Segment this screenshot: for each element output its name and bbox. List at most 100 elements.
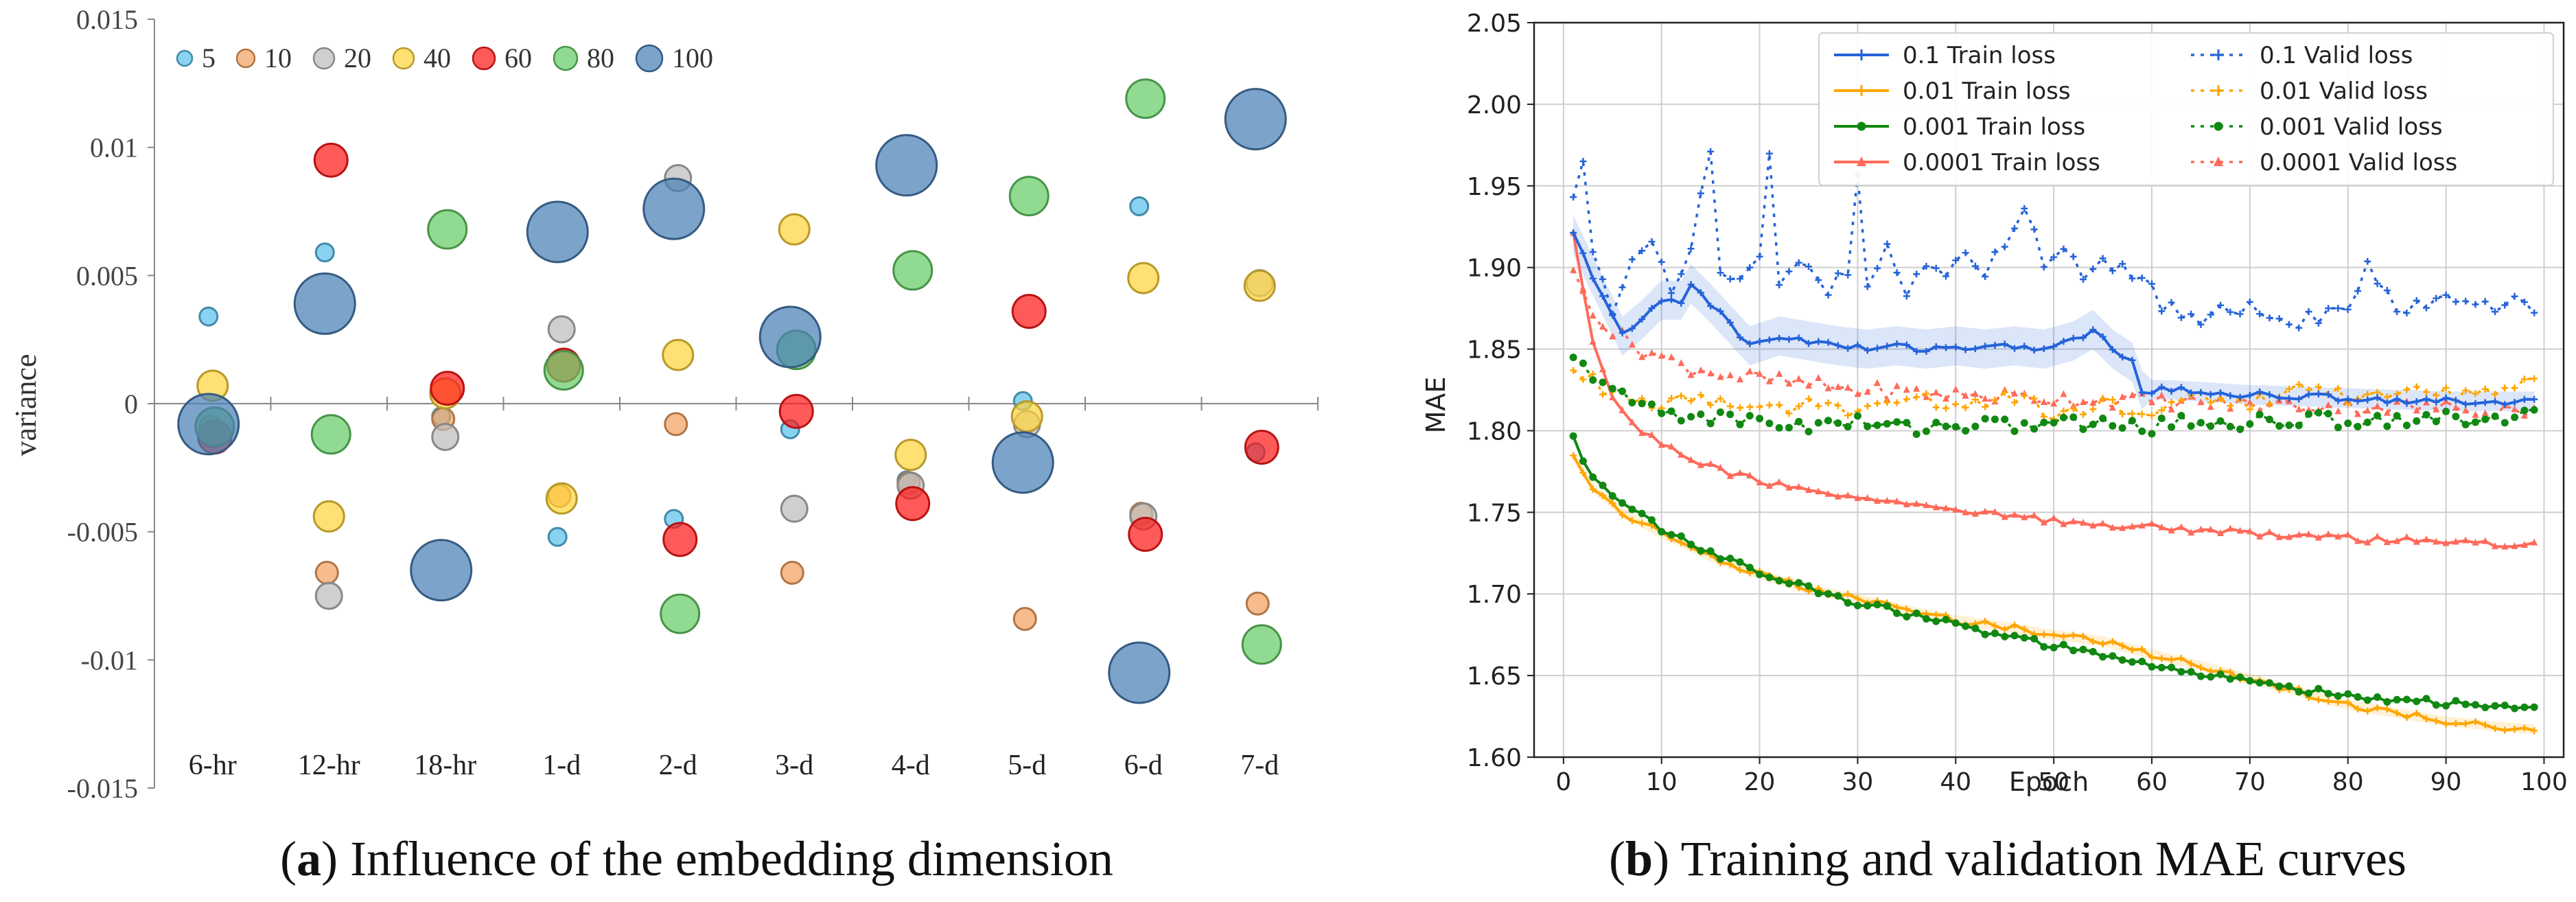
panel-b-marker xyxy=(1952,257,1960,264)
panel-b-marker xyxy=(2286,321,2293,328)
panel-a-bubble-series-40 xyxy=(1127,262,1160,294)
panel-a-legend-marker xyxy=(312,47,336,70)
panel-b-marker xyxy=(1677,417,1685,425)
panel-b-marker xyxy=(1638,316,1646,323)
panel-b-marker xyxy=(2325,530,2332,537)
panel-b-legend-label: 0.001 Valid loss xyxy=(2260,113,2443,141)
panel-b-marker xyxy=(2128,417,2136,425)
panel-b-marker xyxy=(1569,432,1577,440)
panel-b-marker xyxy=(2305,689,2313,697)
panel-b-marker xyxy=(2177,384,2185,391)
panel-b-marker xyxy=(2383,422,2391,430)
panel-b-marker xyxy=(2481,415,2490,424)
panel-b-marker xyxy=(1951,423,1960,431)
panel-b-marker xyxy=(2207,422,2215,430)
panel-b-marker xyxy=(1923,262,1930,270)
panel-b-marker xyxy=(1854,341,1861,349)
panel-b-marker xyxy=(2128,356,2136,364)
panel-b-marker xyxy=(2060,245,2067,253)
panel-b-marker xyxy=(1678,359,1685,367)
panel-b-marker xyxy=(2423,535,2430,543)
panel-b-x-tick-label: 0 xyxy=(1555,768,1571,796)
panel-b-legend-marker xyxy=(1857,122,1866,131)
panel-b-marker xyxy=(1579,359,1587,367)
panel-b-marker xyxy=(2255,679,2264,687)
panel-b-marker xyxy=(2040,418,2048,426)
panel-b-marker xyxy=(2188,389,2195,397)
panel-b-marker xyxy=(2128,646,2136,654)
panel-b-marker xyxy=(2207,391,2214,398)
panel-b-marker xyxy=(2344,305,2352,313)
panel-b-marker xyxy=(2295,688,2303,696)
panel-b-marker xyxy=(1658,528,1666,536)
panel-b-marker xyxy=(2334,407,2342,415)
panel-b-marker xyxy=(1903,341,1910,349)
panel-b-marker xyxy=(2099,640,2107,648)
panel-b-marker xyxy=(2374,402,2381,410)
panel-b-marker xyxy=(2020,634,2028,642)
panel-b-marker xyxy=(2217,301,2224,309)
panel-b-marker xyxy=(2177,412,2185,420)
panel-a-bubble-series-20 xyxy=(547,315,576,344)
panel-a-category-label: 2-d xyxy=(659,750,697,781)
panel-b-legend-marker xyxy=(2214,122,2223,131)
panel-b-marker xyxy=(1795,375,1802,382)
panel-b-marker xyxy=(1982,618,1989,625)
panel-b-marker xyxy=(1570,194,1577,201)
panel-b-marker xyxy=(1932,264,1940,272)
panel-b-marker xyxy=(1717,395,1724,402)
panel-b-marker xyxy=(2354,422,2362,430)
panel-b-marker xyxy=(2344,531,2352,538)
panel-b-marker xyxy=(2236,310,2244,318)
panel-b-marker xyxy=(2403,386,2411,393)
panel-b-x-tick-label: 10 xyxy=(1646,768,1678,796)
panel-b-marker xyxy=(1609,393,1616,401)
panel-a-ylabel: variance xyxy=(9,354,43,456)
panel-b-marker xyxy=(2236,393,2244,401)
panel-b-marker xyxy=(1737,404,1743,412)
panel-b-marker xyxy=(2099,415,2107,423)
panel-b-marker xyxy=(1864,347,1871,354)
panel-b-marker xyxy=(1805,582,1813,590)
panel-b-marker xyxy=(1599,275,1606,283)
panel-b-legend-marker xyxy=(2213,49,2224,60)
panel-b-marker xyxy=(1599,492,1606,499)
panel-b-marker xyxy=(1913,393,1921,401)
panel-b-marker xyxy=(1785,268,1793,275)
panel-b-marker xyxy=(2030,395,2038,402)
panel-b-marker xyxy=(2520,724,2528,732)
panel-b-marker xyxy=(1991,396,1999,404)
panel-a-legend-marker xyxy=(392,47,415,70)
panel-b-marker xyxy=(2138,658,2146,666)
panel-b-marker xyxy=(1775,577,1783,585)
panel-b-marker xyxy=(2158,308,2166,315)
panel-b-marker xyxy=(2314,533,2322,541)
panel-b-marker xyxy=(1971,396,1979,404)
panel-b-marker xyxy=(2452,720,2459,728)
panel-b-marker xyxy=(1756,403,1763,410)
panel-b-marker xyxy=(2285,682,2293,691)
panel-b-marker xyxy=(2246,527,2253,535)
panel-a-bubble-series-60 xyxy=(895,486,931,522)
panel-b-marker xyxy=(1756,570,1764,579)
panel-a-bubble-series-40 xyxy=(1010,400,1043,433)
panel-b-marker xyxy=(1982,507,1989,515)
panel-b-marker xyxy=(2011,345,2018,352)
panel-b-marker xyxy=(1687,413,1695,421)
panel-b-legend-label: 0.1 Train loss xyxy=(1903,42,2056,69)
panel-b-marker xyxy=(1883,343,1891,350)
panel-a-bubble-series-80 xyxy=(892,250,933,291)
panel-a-caption: Influence of the embedding dimension xyxy=(350,831,1113,886)
panel-b-marker xyxy=(1678,299,1685,307)
panel-b-marker xyxy=(2462,400,2470,408)
panel-b-marker xyxy=(2325,305,2332,312)
panel-b-marker xyxy=(2128,275,2136,282)
panel-b-marker xyxy=(2413,406,2420,414)
panel-b-marker xyxy=(2256,388,2264,395)
panel-a-bubble-series-5 xyxy=(314,242,335,263)
panel-a-bubble-series-80 xyxy=(1241,624,1282,665)
panel-b-marker xyxy=(1864,601,1872,610)
panel-b-marker xyxy=(2040,643,2048,651)
panel-b-marker xyxy=(2511,292,2518,300)
panel-b-marker xyxy=(2060,390,2067,397)
